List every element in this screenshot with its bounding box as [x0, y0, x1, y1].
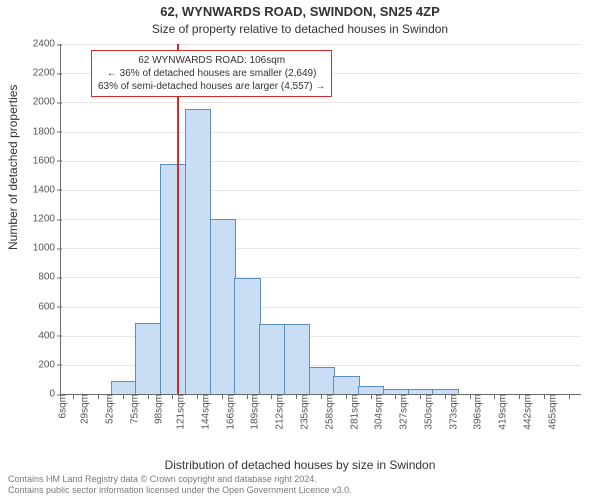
- annotation-line3: 63% of semi-detached houses are larger (…: [98, 80, 325, 93]
- chart-subtitle: Size of property relative to detached ho…: [0, 22, 600, 36]
- x-tick-label: 52sqm: [100, 394, 115, 424]
- annotation-box: 62 WYNWARDS ROAD: 106sqm← 36% of detache…: [91, 50, 332, 97]
- y-tick-label: 200: [38, 359, 61, 370]
- x-tick-mark: [98, 394, 99, 399]
- histogram-bar: [135, 323, 161, 394]
- x-tick-mark: [123, 394, 124, 399]
- x-tick-label: 235sqm: [296, 394, 311, 430]
- y-tick-label: 1600: [33, 155, 61, 166]
- chart-container: 62, WYNWARDS ROAD, SWINDON, SN25 4ZP Siz…: [0, 0, 600, 500]
- y-axis-label: Number of detached properties: [6, 85, 20, 250]
- x-tick-label: 75sqm: [125, 394, 140, 424]
- x-tick-label: 350sqm: [420, 394, 435, 430]
- histogram-bar: [111, 381, 137, 394]
- annotation-line2: ← 36% of detached houses are smaller (2,…: [98, 67, 325, 80]
- histogram-bar: [284, 324, 310, 394]
- y-tick-label: 400: [38, 330, 61, 341]
- y-tick-label: 2200: [33, 68, 61, 79]
- gridline: [61, 102, 581, 103]
- histogram-bar: [309, 367, 335, 394]
- x-tick-label: 166sqm: [221, 394, 236, 430]
- histogram-bar: [234, 278, 260, 394]
- x-tick-label: 419sqm: [494, 394, 509, 430]
- x-tick-label: 212sqm: [271, 394, 286, 430]
- x-tick-label: 373sqm: [444, 394, 459, 430]
- y-tick-label: 1200: [33, 214, 61, 225]
- x-tick-label: 144sqm: [197, 394, 212, 430]
- gridline: [61, 132, 581, 133]
- x-tick-label: 6sqm: [54, 394, 69, 418]
- x-tick-mark: [569, 394, 570, 399]
- chart-title: 62, WYNWARDS ROAD, SWINDON, SN25 4ZP: [0, 4, 600, 19]
- gridline: [61, 219, 581, 220]
- gridline: [61, 190, 581, 191]
- gridline: [61, 248, 581, 249]
- x-tick-label: 121sqm: [172, 394, 187, 430]
- x-tick-label: 396sqm: [469, 394, 484, 430]
- x-tick-label: 281sqm: [345, 394, 360, 430]
- x-tick-label: 465sqm: [543, 394, 558, 430]
- x-axis-label: Distribution of detached houses by size …: [0, 458, 600, 472]
- x-tick-label: 258sqm: [320, 394, 335, 430]
- x-tick-label: 98sqm: [150, 394, 165, 424]
- x-tick-label: 189sqm: [246, 394, 261, 430]
- gridline: [61, 161, 581, 162]
- x-tick-mark: [73, 394, 74, 399]
- plot-area: 0200400600800100012001400160018002000220…: [60, 44, 581, 395]
- histogram-bar: [333, 376, 359, 395]
- annotation-line1: 62 WYNWARDS ROAD: 106sqm: [98, 54, 325, 67]
- y-tick-label: 2400: [33, 39, 61, 50]
- gridline: [61, 44, 581, 45]
- histogram-bar: [185, 109, 211, 394]
- gridline: [61, 307, 581, 308]
- x-tick-label: 327sqm: [395, 394, 410, 430]
- histogram-bar: [358, 386, 384, 394]
- x-tick-label: 442sqm: [519, 394, 534, 430]
- footer-line2: Contains public sector information licen…: [8, 485, 352, 496]
- footer-attribution: Contains HM Land Registry data © Crown c…: [8, 474, 352, 496]
- footer-line1: Contains HM Land Registry data © Crown c…: [8, 474, 352, 485]
- y-tick-label: 800: [38, 272, 61, 283]
- histogram-bar: [160, 164, 186, 394]
- x-tick-label: 304sqm: [370, 394, 385, 430]
- histogram-bar: [259, 324, 285, 394]
- y-tick-label: 1000: [33, 243, 61, 254]
- y-tick-label: 1400: [33, 184, 61, 195]
- y-tick-label: 1800: [33, 126, 61, 137]
- x-tick-label: 29sqm: [76, 394, 91, 424]
- histogram-bar: [210, 219, 236, 394]
- y-tick-label: 600: [38, 301, 61, 312]
- gridline: [61, 277, 581, 278]
- y-tick-label: 2000: [33, 97, 61, 108]
